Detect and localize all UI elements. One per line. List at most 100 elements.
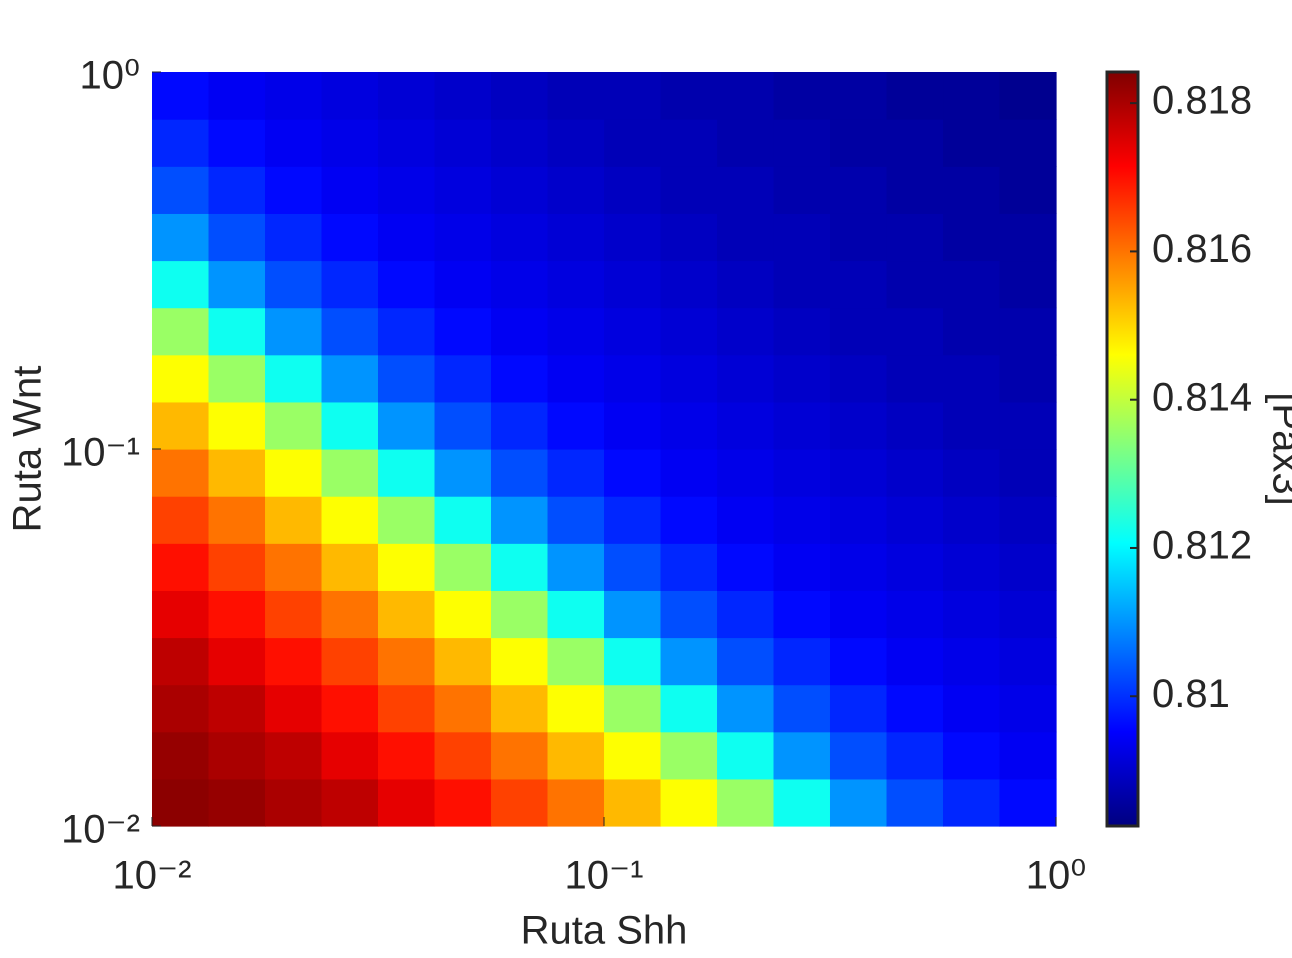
y-tick-label: 10⁰ [79, 54, 140, 98]
heatmap-cell [999, 401, 1057, 450]
heatmap-cell [208, 213, 266, 262]
heatmap-cell [434, 637, 492, 686]
heatmap-cell [604, 401, 662, 450]
heatmap-cell [999, 731, 1057, 780]
heatmap-cell [717, 166, 775, 214]
heatmap-cell [717, 213, 775, 262]
heatmap-cell [773, 213, 831, 262]
heatmap-cell [604, 543, 662, 591]
heatmap-cell [604, 590, 662, 639]
heatmap-cell [943, 543, 1001, 591]
heatmap-cell [547, 496, 605, 544]
heatmap-cell [660, 684, 718, 733]
heatmap-cell [829, 496, 888, 544]
heatmap-cell [152, 119, 210, 167]
heatmap-cell [377, 543, 436, 591]
heatmap-cell [886, 778, 944, 827]
heatmap-cell [660, 401, 718, 450]
heatmap-cell [434, 166, 492, 214]
heatmap-cell [434, 731, 492, 780]
heatmap-cell [999, 448, 1057, 497]
heatmap-cell [660, 72, 718, 120]
heatmap-cell [491, 72, 549, 120]
heatmap-cell [547, 637, 605, 686]
heatmap-cell [999, 543, 1057, 591]
heatmap-cell [829, 637, 888, 686]
heatmap-cell [491, 213, 549, 262]
heatmap-cell [604, 731, 662, 780]
heatmap-cell [208, 684, 266, 733]
heatmap-cell [886, 260, 944, 309]
heatmap-cell [773, 448, 831, 497]
heatmap-cell [717, 543, 775, 591]
heatmap-cell [886, 72, 944, 120]
heatmap-cell [886, 307, 944, 356]
heatmap-cell [434, 496, 492, 544]
heatmap-cell [377, 260, 436, 309]
heatmap-cell [943, 72, 1001, 120]
heatmap-cell [999, 166, 1057, 214]
heatmap-cell [660, 166, 718, 214]
heatmap-cell [265, 119, 323, 167]
heatmap-cell [377, 354, 436, 403]
heatmap-cell [265, 684, 323, 733]
heatmap-cell [547, 166, 605, 214]
heatmap-cell [377, 72, 436, 120]
heatmap-cell [321, 778, 379, 827]
heatmap-cell [152, 448, 210, 497]
heatmap-cell [377, 213, 436, 262]
colorbar [1105, 70, 1140, 828]
heatmap [152, 72, 1057, 827]
heatmap-cell [321, 637, 379, 686]
heatmap-cell [377, 448, 436, 497]
heatmap-cell [152, 496, 210, 544]
heatmap-cell [773, 496, 831, 544]
heatmap-cell [717, 778, 775, 827]
y-axis-label: Ruta Wnt [6, 366, 50, 533]
heatmap-cell [491, 401, 549, 450]
heatmap-cell [321, 684, 379, 733]
heatmap-cell [717, 119, 775, 167]
heatmap-cell [604, 213, 662, 262]
heatmap-cell [886, 684, 944, 733]
heatmap-cell [943, 448, 1001, 497]
heatmap-cell [886, 213, 944, 262]
heatmap-cell [547, 684, 605, 733]
heatmap-cell [547, 590, 605, 639]
heatmap-cell [829, 731, 888, 780]
heatmap-cell [434, 543, 492, 591]
heatmap-cell [604, 496, 662, 544]
heatmap-cell [265, 590, 323, 639]
heatmap-cell [321, 731, 379, 780]
heatmap-cell [717, 72, 775, 120]
heatmap-cell [943, 778, 1001, 827]
heatmap-cell [999, 213, 1057, 262]
heatmap-cell [434, 590, 492, 639]
heatmap-cell [265, 778, 323, 827]
heatmap-cell [434, 354, 492, 403]
heatmap-cell [491, 260, 549, 309]
heatmap-cell [491, 684, 549, 733]
heatmap-cell [886, 119, 944, 167]
heatmap-cell [829, 354, 888, 403]
heatmap-cell [434, 72, 492, 120]
heatmap-cell [152, 731, 210, 780]
heatmap-cell [773, 354, 831, 403]
heatmap-cell [943, 166, 1001, 214]
heatmap-cell [265, 543, 323, 591]
heatmap-cell [152, 213, 210, 262]
heatmap-cell [660, 778, 718, 827]
heatmap-cell [999, 119, 1057, 167]
heatmap-cell [321, 401, 379, 450]
heatmap-cell [943, 354, 1001, 403]
heatmap-cell [829, 213, 888, 262]
heatmap-cell [717, 401, 775, 450]
heatmap-cell [208, 590, 266, 639]
x-axis-label: Ruta Shh [521, 909, 688, 953]
heatmap-cell [604, 684, 662, 733]
heatmap-cell [265, 401, 323, 450]
colorbar-tick-label: 0.812 [1152, 524, 1252, 568]
heatmap-cell [773, 637, 831, 686]
heatmap-cell [491, 166, 549, 214]
heatmap-cell [491, 354, 549, 403]
